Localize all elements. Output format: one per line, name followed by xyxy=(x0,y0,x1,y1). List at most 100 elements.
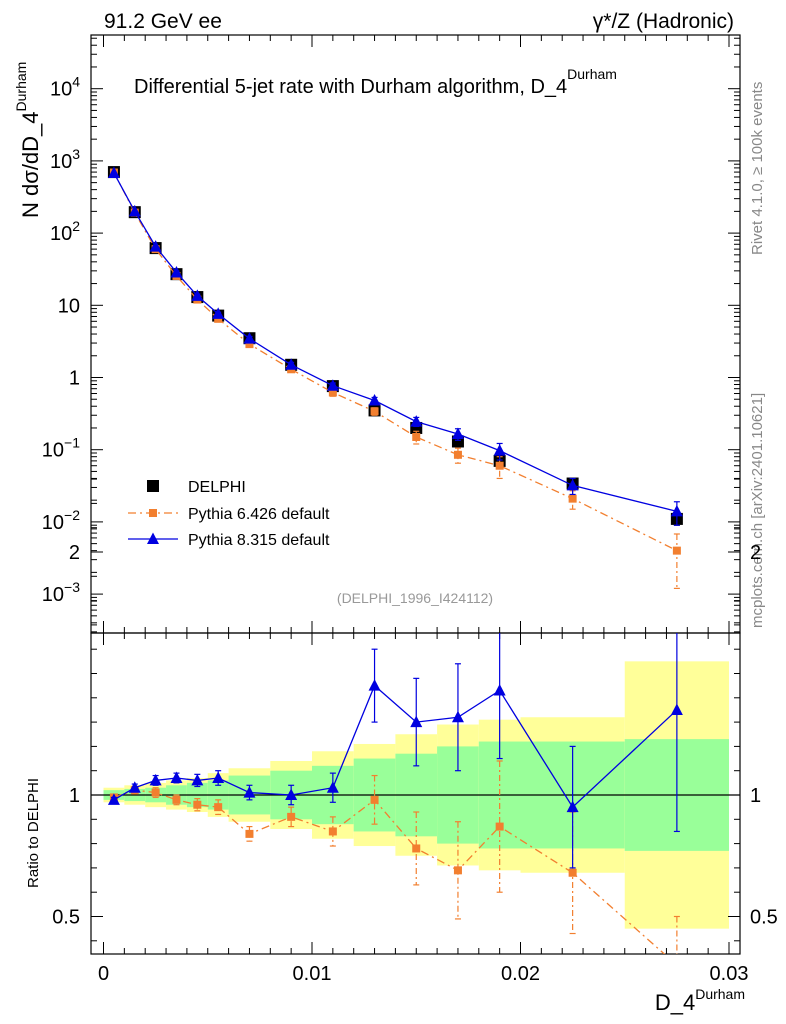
main-series-group xyxy=(107,166,683,589)
pythia8-point xyxy=(670,504,683,517)
y-tick-label-exponent: 4 xyxy=(72,74,80,90)
legend-label: Pythia 6.426 default xyxy=(188,506,330,523)
rivet-label: Rivet 4.1.0, ≥ 100k events xyxy=(749,82,766,255)
ratio-pythia8-point xyxy=(451,710,464,723)
pythia8-point xyxy=(128,204,141,217)
y-tick-label-base: 10 xyxy=(42,584,64,606)
analysis-watermark: (DELPHI_1996_I424112) xyxy=(337,590,493,606)
pythia6-point xyxy=(412,432,421,441)
x-tick-label: 0.02 xyxy=(501,963,540,985)
y-tick-label: 102 xyxy=(50,218,80,245)
legend-marker-pythia6 xyxy=(149,509,157,517)
y-tick-label-exponent: −1 xyxy=(64,435,80,451)
ratio-pythia8-point xyxy=(670,703,683,715)
ratio-y-axis-label: Ratio to DELPHI xyxy=(25,778,42,888)
y-tick-label-base: 10 xyxy=(50,151,72,173)
pythia8-point xyxy=(212,307,225,319)
x-tick-label: 0 xyxy=(98,963,109,985)
legend-marker-delphi xyxy=(147,480,159,492)
y-tick-label-exponent: 2 xyxy=(72,218,80,234)
pythia8-point xyxy=(170,265,183,278)
ratio-pythia8-point xyxy=(493,684,506,696)
pythia8-point xyxy=(149,240,162,252)
y-tick-label-base: 10 xyxy=(58,295,80,317)
chart-title-text: Differential 5-jet rate with Durham algo… xyxy=(134,76,567,98)
ratio-pythia6-point xyxy=(568,868,577,877)
header-energy: 91.2 GeV ee xyxy=(104,10,222,33)
ratio-pythia6-point xyxy=(453,866,462,875)
y-tick-label: 10 xyxy=(58,295,80,317)
ratio-pythia6-point xyxy=(287,812,296,821)
ratio-y-tick-label-right: 0.5 xyxy=(750,907,778,929)
pythia8-line xyxy=(113,172,678,512)
legend-label: Pythia 8.315 default xyxy=(188,532,330,549)
legend: DELPHI Pythia 6.426 default Pythia 8.315 d… xyxy=(128,479,330,549)
y-tick-label-base: 10 xyxy=(50,223,72,245)
x-axis-label: D_4Durham xyxy=(655,986,745,1015)
y-tick-label-base: 10 xyxy=(42,440,64,462)
mcplots-label: mcplots.cern.ch [arXiv:2401.10621] xyxy=(749,393,766,628)
ratio-pythia8-point xyxy=(170,771,183,783)
ratio-pythia6-point xyxy=(193,800,202,809)
ratio-y-tick-label-right: 2 xyxy=(750,542,761,564)
chart-title: Differential 5-jet rate with Durham algo… xyxy=(134,66,617,98)
pythia6-point xyxy=(568,494,577,503)
pythia6-point xyxy=(495,461,504,470)
pythia8-point xyxy=(566,478,579,491)
y-axis-label-text: N dσ/dD_4 xyxy=(18,111,43,218)
header-process: γ*/Z (Hadronic) xyxy=(593,10,734,33)
ratio-pythia6-point xyxy=(495,822,504,831)
x-tick-label: 0.03 xyxy=(710,963,749,985)
legend-marker-pythia8 xyxy=(147,532,159,544)
pythia8-point xyxy=(326,379,339,391)
y-tick-label: 104 xyxy=(50,74,80,101)
ratio-series-group xyxy=(107,633,683,954)
ratio-pythia6-point xyxy=(370,795,379,804)
pythia6-point xyxy=(245,340,254,349)
ratio-pythia8-point xyxy=(107,793,120,805)
y-axis-label: N dσ/dD_4Durham xyxy=(13,62,43,218)
ratio-pythia8-point xyxy=(285,788,298,800)
y-axis-label-sup: Durham xyxy=(13,62,29,112)
pythia6-point xyxy=(453,450,462,459)
ratio-y-tick-label: 1 xyxy=(69,785,80,807)
ratio-pythia8-point xyxy=(326,781,339,793)
ratio-pythia8-point xyxy=(128,781,141,793)
ratio-y-tick-label: 2 xyxy=(69,542,80,564)
y-tick-label: 103 xyxy=(50,146,80,173)
y-tick-label-base: 10 xyxy=(50,79,72,101)
y-tick-label-base: 10 xyxy=(42,512,64,534)
y-tick-label-base: 1 xyxy=(69,368,80,390)
ratio-pythia8-point xyxy=(566,800,579,813)
ratio-pythia8-point xyxy=(410,715,423,728)
ratio-pythia6-point xyxy=(245,829,254,838)
y-tick-label: 10−3 xyxy=(42,579,80,606)
pythia6-point xyxy=(370,407,379,416)
ratio-pythia6-point xyxy=(412,844,421,853)
y-tick-label-exponent: −2 xyxy=(64,507,80,523)
ratio-pythia8-point xyxy=(212,771,225,783)
pythia8-point xyxy=(368,394,381,406)
ratio-pythia8-point xyxy=(368,679,381,691)
pythia8-point xyxy=(493,444,506,456)
ratio-pythia6-point xyxy=(328,827,337,836)
ratio-pythia8-point xyxy=(191,773,204,786)
legend-label: DELPHI xyxy=(188,479,246,496)
ratio-uncertainty-bands xyxy=(91,661,740,929)
ratio-panel-frame xyxy=(90,632,741,955)
pythia8-point xyxy=(243,332,256,344)
pythia8-point xyxy=(451,427,464,439)
y-tick-label-exponent: 3 xyxy=(72,146,80,162)
pythia6-point xyxy=(672,546,681,555)
chart-title-sup: Durham xyxy=(567,66,617,82)
pythia8-point xyxy=(410,415,423,427)
ratio-pythia8-point xyxy=(149,773,162,786)
y-tick-label: 10−1 xyxy=(42,435,80,462)
x-tick-label: 0.01 xyxy=(293,963,332,985)
pythia8-point xyxy=(285,358,298,370)
pythia8-point xyxy=(107,166,120,178)
y-tick-label: 10−2 xyxy=(42,507,80,534)
x-axis-label-text: D_4 xyxy=(655,990,695,1015)
ratio-pythia6-point xyxy=(172,795,181,804)
